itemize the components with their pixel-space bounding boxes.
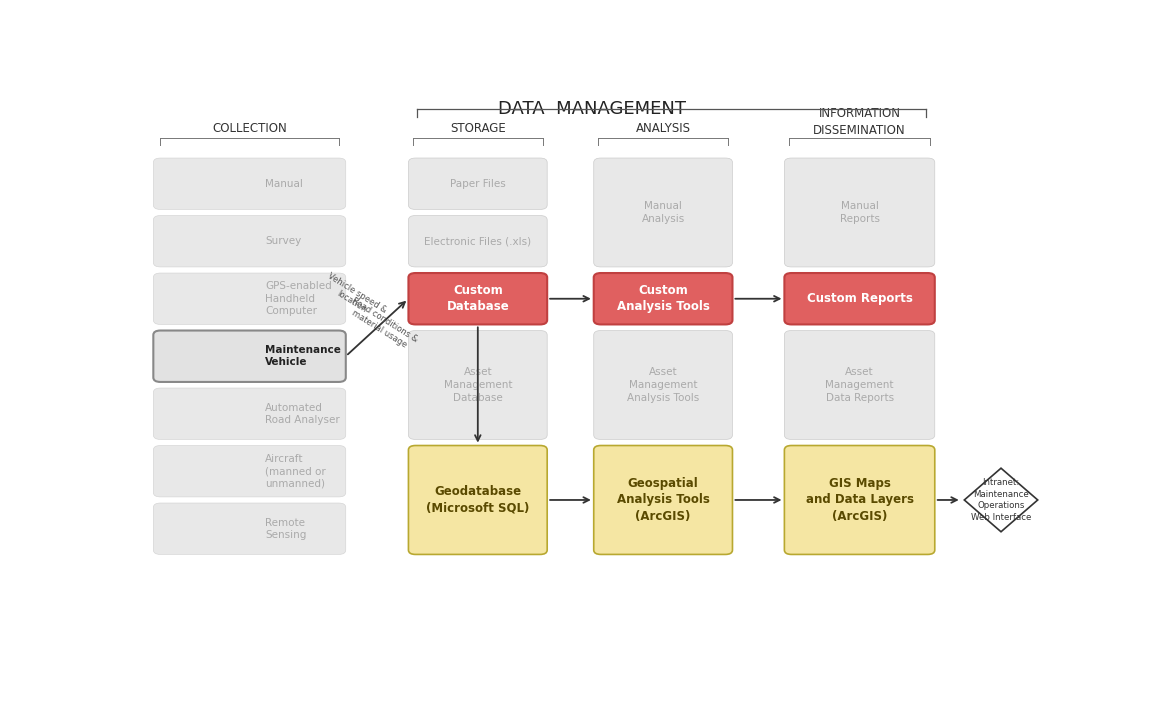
Text: Asset
Management
Data Reports: Asset Management Data Reports bbox=[826, 367, 894, 403]
Text: Automated
Road Analyser: Automated Road Analyser bbox=[266, 403, 340, 425]
Text: Maintenance
Vehicle: Maintenance Vehicle bbox=[266, 345, 341, 368]
Text: GPS-enabled
Handheld
Computer: GPS-enabled Handheld Computer bbox=[266, 281, 331, 316]
FancyBboxPatch shape bbox=[154, 503, 345, 554]
Text: Remote
Sensing: Remote Sensing bbox=[266, 518, 306, 540]
FancyBboxPatch shape bbox=[409, 215, 547, 267]
Text: Asset
Management
Database: Asset Management Database bbox=[444, 367, 512, 403]
Text: Manual: Manual bbox=[266, 179, 303, 189]
Text: Custom Reports: Custom Reports bbox=[806, 292, 912, 305]
FancyBboxPatch shape bbox=[154, 215, 345, 267]
FancyBboxPatch shape bbox=[409, 330, 547, 439]
Text: Manual
Reports: Manual Reports bbox=[840, 201, 880, 224]
Text: STORAGE: STORAGE bbox=[450, 121, 506, 135]
Text: Custom
Analysis Tools: Custom Analysis Tools bbox=[617, 284, 709, 314]
Polygon shape bbox=[964, 468, 1037, 532]
FancyBboxPatch shape bbox=[594, 158, 732, 267]
Text: Electronic Files (.xls): Electronic Files (.xls) bbox=[424, 236, 531, 246]
FancyBboxPatch shape bbox=[409, 158, 547, 210]
Text: Custom
Database: Custom Database bbox=[447, 284, 509, 314]
FancyBboxPatch shape bbox=[409, 445, 547, 554]
Text: Geodatabase
(Microsoft SQL): Geodatabase (Microsoft SQL) bbox=[426, 485, 529, 515]
FancyBboxPatch shape bbox=[154, 158, 345, 210]
FancyBboxPatch shape bbox=[154, 445, 345, 497]
Text: Manual
Analysis: Manual Analysis bbox=[641, 201, 685, 224]
FancyBboxPatch shape bbox=[594, 273, 732, 325]
Text: GIS Maps
and Data Layers
(ArcGIS): GIS Maps and Data Layers (ArcGIS) bbox=[805, 477, 914, 523]
FancyBboxPatch shape bbox=[594, 445, 732, 554]
FancyBboxPatch shape bbox=[154, 330, 345, 382]
Text: DATA  MANAGEMENT: DATA MANAGEMENT bbox=[498, 100, 686, 118]
Text: Geospatial
Analysis Tools
(ArcGIS): Geospatial Analysis Tools (ArcGIS) bbox=[617, 477, 709, 523]
Text: INFORMATION
DISSEMINATION: INFORMATION DISSEMINATION bbox=[813, 106, 906, 136]
Text: Road conditions &
material usage: Road conditions & material usage bbox=[344, 297, 419, 353]
Text: Paper Files: Paper Files bbox=[450, 179, 506, 189]
FancyBboxPatch shape bbox=[409, 273, 547, 325]
FancyBboxPatch shape bbox=[784, 445, 934, 554]
FancyBboxPatch shape bbox=[594, 330, 732, 439]
Text: COLLECTION: COLLECTION bbox=[213, 121, 286, 135]
Text: Vehicle speed &
location: Vehicle speed & location bbox=[321, 271, 388, 323]
FancyBboxPatch shape bbox=[784, 273, 934, 325]
Text: ANALYSIS: ANALYSIS bbox=[635, 121, 691, 135]
Text: Asset
Management
Analysis Tools: Asset Management Analysis Tools bbox=[627, 367, 699, 403]
Text: Aircraft
(manned or
unmanned): Aircraft (manned or unmanned) bbox=[266, 454, 326, 489]
FancyBboxPatch shape bbox=[784, 330, 934, 439]
FancyBboxPatch shape bbox=[784, 158, 934, 267]
FancyBboxPatch shape bbox=[154, 273, 345, 325]
Text: Survey: Survey bbox=[266, 236, 301, 246]
Text: Intranet:
Maintenance
Operations
Web Interface: Intranet: Maintenance Operations Web Int… bbox=[971, 478, 1031, 522]
FancyBboxPatch shape bbox=[154, 388, 345, 439]
